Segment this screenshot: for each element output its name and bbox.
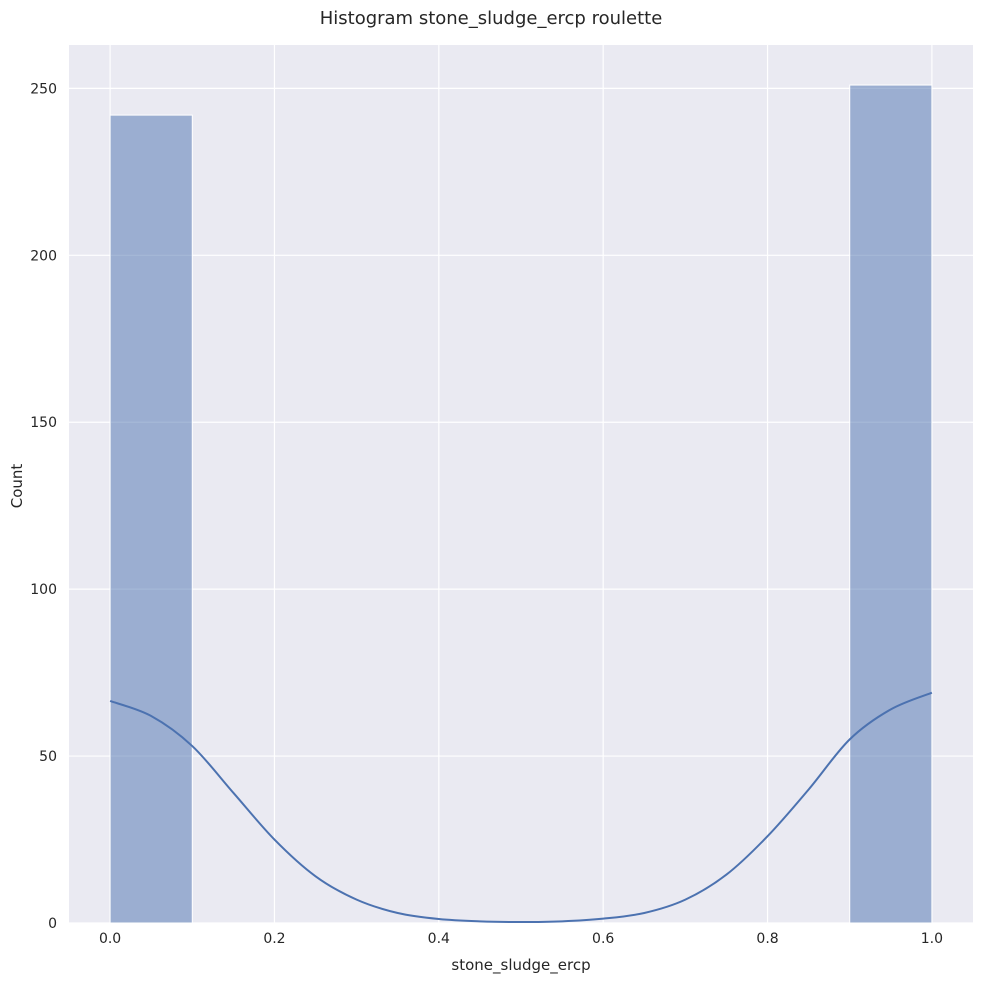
- x-tick-label: 0.6: [592, 931, 614, 947]
- x-axis-label: stone_sludge_ercp: [451, 956, 590, 975]
- y-tick-label: 150: [30, 415, 57, 431]
- x-tick-label: 0.0: [99, 931, 121, 947]
- chart-title: Histogram stone_sludge_ercp roulette: [320, 8, 663, 29]
- y-tick-label: 250: [30, 81, 57, 97]
- kde-curve: [109, 691, 933, 923]
- y-axis-ticks: 0 50 100 150 200 250: [30, 81, 57, 932]
- histogram-bar: [849, 84, 933, 924]
- x-tick-label: 0.8: [756, 931, 778, 947]
- y-tick-label: 0: [48, 916, 57, 932]
- x-tick-label: 1.0: [921, 931, 943, 947]
- y-axis-label: Count: [8, 464, 26, 509]
- y-tick-label: 100: [30, 582, 57, 598]
- x-tick-label: 0.4: [428, 931, 450, 947]
- histogram-bar: [109, 114, 193, 924]
- x-axis-ticks: 0.0 0.2 0.4 0.6 0.8 1.0: [99, 931, 943, 947]
- plot-area: [69, 45, 973, 923]
- y-tick-label: 50: [39, 749, 57, 765]
- y-tick-label: 200: [30, 248, 57, 264]
- x-tick-label: 0.2: [263, 931, 285, 947]
- histogram-bars: [109, 84, 933, 924]
